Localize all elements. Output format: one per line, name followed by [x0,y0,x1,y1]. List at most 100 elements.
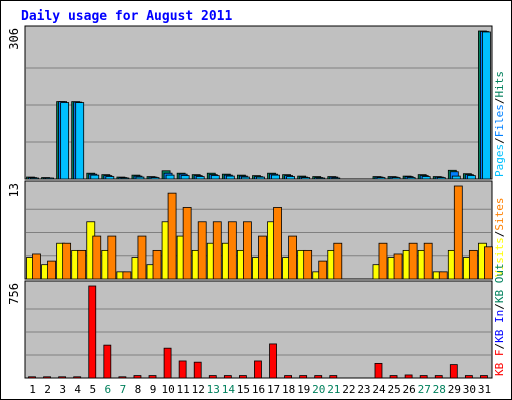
legend-entry: KB F [493,350,506,377]
bar-kbf-day-18 [284,375,292,379]
day-label-9: 9 [150,383,157,396]
bar-pages-day-19 [301,177,311,180]
bar-pages-day-9 [150,177,160,180]
legend-entry: Visits [493,237,506,277]
day-label-11: 11 [177,383,190,396]
bar-kbf-day-10 [163,347,172,379]
bar-sites-day-27 [423,242,433,280]
bar-pages-day-25 [391,177,401,180]
legend-entry: Files [493,104,506,137]
bar-pages-day-1 [30,177,39,180]
ymax-label-visits: 13 [7,183,21,197]
bar-kbf-day-3 [58,376,67,379]
bar-pages-day-31 [482,31,491,180]
bar-kbf-day-30 [464,375,473,379]
day-label-30: 30 [463,383,476,396]
bar-sites-day-29 [453,185,463,280]
legend-entry: Pages [493,144,506,177]
bar-pages-day-14 [225,175,235,180]
bar-sites-day-9 [152,249,162,280]
day-label-26: 26 [403,383,416,396]
bar-pages-day-26 [406,177,416,180]
bar-kbf-day-5 [88,285,97,379]
day-label-6: 6 [105,383,112,396]
day-label-5: 5 [89,383,96,396]
bar-sites-day-26 [408,242,418,280]
day-label-21: 21 [327,383,340,396]
chart-title: Daily usage for August 2011 [21,9,232,24]
legend-entry: / [493,137,506,144]
legend-entry: / [493,231,506,238]
bar-kbf-day-24 [374,362,383,379]
bar-kbf-day-4 [73,376,82,379]
bar-pages-day-12 [195,176,205,180]
bar-kbf-day-16 [254,360,262,379]
bar-pages-day-30 [466,175,476,180]
bar-kbf-day-6 [103,344,112,379]
bar-sites-day-5 [92,235,102,280]
bar-kbf-day-14 [223,375,232,379]
bar-sites-day-1 [32,253,41,280]
legend-entry: Hits [493,71,506,98]
day-label-12: 12 [192,383,205,396]
legend-visits: Visits/Sites [493,198,506,278]
bar-sites-day-4 [77,249,87,280]
legend-entry: KB Out [493,263,506,303]
bar-kbf-day-11 [178,360,187,379]
ymax-label-hits: 306 [7,28,21,50]
legend-hits: Pages/Files/Hits [493,71,506,177]
bar-pages-day-5 [90,174,100,180]
day-label-4: 4 [74,383,81,396]
bar-kbf-day-7 [118,376,127,379]
bar-kbf-day-9 [148,375,157,379]
bar-pages-day-17 [271,174,280,180]
bar-pages-day-27 [421,176,431,180]
day-label-17: 17 [267,383,280,396]
bar-sites-day-16 [258,235,267,280]
bar-kbf-day-17 [269,343,277,379]
day-label-29: 29 [448,383,461,396]
day-label-25: 25 [387,383,400,396]
bar-kbf-day-26 [404,374,413,379]
day-label-16: 16 [252,383,265,396]
bar-sites-day-18 [288,235,297,280]
bar-pages-day-3 [60,102,70,180]
day-label-7: 7 [120,383,127,396]
bar-kbf-day-8 [133,375,142,379]
bar-kbf-day-21 [329,375,338,379]
bar-kbf-day-1 [28,376,36,379]
bar-pages-day-2 [45,177,54,180]
day-label-13: 13 [207,383,220,396]
bar-kbf-day-27 [419,375,428,379]
bar-sites-day-2 [47,260,56,280]
day-label-24: 24 [372,383,386,396]
day-label-15: 15 [237,383,250,396]
bar-sites-day-15 [243,221,252,280]
bar-pages-day-8 [135,176,145,180]
bar-kbf-day-25 [389,375,398,379]
bar-sites-day-10 [167,192,177,280]
bar-pages-day-16 [256,176,265,180]
bar-pages-day-20 [316,177,326,180]
legend-entry: Sites [493,198,506,231]
bar-kbf-day-31 [480,375,488,379]
bar-pages-day-21 [331,177,341,180]
legend-kbytes: KB F/KB In/KB Out [493,263,506,376]
bar-pages-day-10 [165,174,175,180]
day-label-2: 2 [44,383,51,396]
bar-sites-day-14 [227,221,237,280]
bar-sites-day-25 [393,253,403,280]
bar-kbf-day-20 [314,375,323,379]
legend-entry: / [493,343,506,350]
bar-pages-day-4 [75,102,85,180]
bar-pages-day-15 [241,176,250,180]
bar-sites-day-21 [333,242,343,280]
panel-visits [24,180,493,280]
bar-sites-day-17 [273,207,282,280]
bar-pages-day-24 [376,177,386,180]
day-label-3: 3 [59,383,66,396]
bar-sites-day-31 [484,246,493,280]
bar-sites-day-19 [303,249,313,280]
bar-pages-day-18 [286,176,295,180]
